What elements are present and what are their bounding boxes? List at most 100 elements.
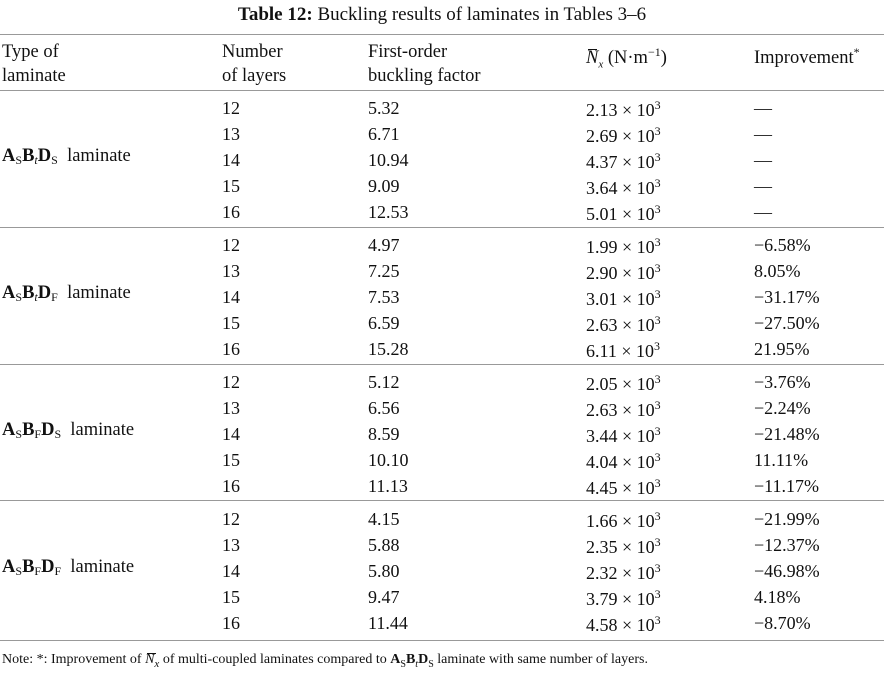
label-letter: D: [41, 557, 55, 577]
factor-cell: 4.97: [368, 235, 400, 255]
nx-cell: 3.64 × 103: [586, 176, 661, 198]
improvement-cell: −21.48%: [754, 424, 820, 444]
layers-cell: 12: [222, 372, 240, 392]
nx-cell: 3.44 × 103: [586, 424, 661, 446]
label-letter: D: [41, 420, 55, 440]
improvement-text: Improvement: [754, 48, 854, 68]
layers-cell: 15: [222, 176, 240, 196]
nx-cell: 2.13 × 103: [586, 98, 661, 120]
factor-cell: 4.15: [368, 509, 400, 529]
factor-cell: 5.32: [368, 98, 400, 118]
laminate-group: ASBFDF laminate 12 4.15 1.66 × 103 −21.9…: [0, 503, 884, 640]
laminate-type-label: ASBFDS laminate: [2, 420, 134, 442]
layers-cell: 15: [222, 313, 240, 333]
table-row: 16 11.44 4.58 × 103 −8.70%: [0, 613, 884, 639]
table-row: 16 15.28 6.11 × 103 21.95%: [0, 339, 884, 365]
table-row: 13 6.56 2.63 × 103 −2.24%: [0, 398, 884, 424]
table-row: 15 10.10 4.04 × 103 11.11%: [0, 450, 884, 476]
factor-cell: 7.25: [368, 261, 400, 281]
nx-cell: 2.05 × 103: [586, 372, 661, 394]
table-row: 14 8.59 3.44 × 103 −21.48%: [0, 424, 884, 450]
table-row: 15 9.47 3.79 × 103 4.18%: [0, 587, 884, 613]
nx-cell: 2.35 × 103: [586, 535, 661, 557]
improvement-cell: —: [754, 176, 772, 196]
header-factor-line2: buckling factor: [368, 66, 481, 86]
caption-label: Table 12:: [237, 4, 313, 25]
improvement-cell: —: [754, 98, 772, 118]
nx-cell: 2.63 × 103: [586, 398, 661, 420]
nx-unit-exp: −1: [647, 45, 661, 59]
layers-cell: 16: [222, 476, 240, 496]
header-layers-line1: Number: [222, 42, 283, 62]
factor-cell: 6.56: [368, 398, 400, 418]
label-letter: A: [2, 146, 16, 166]
laminate-group: ASBtDS laminate 12 5.32 2.13 × 103 — 13 …: [0, 92, 884, 229]
laminate-type-label: ASBFDF laminate: [2, 557, 134, 579]
header-factor: First-order buckling factor: [368, 40, 481, 88]
factor-cell: 7.53: [368, 287, 400, 307]
nx-symbol: Nx: [586, 48, 604, 71]
group-rule: [0, 640, 884, 641]
label-letter: D: [37, 146, 52, 166]
layers-cell: 16: [222, 613, 240, 633]
layers-cell: 15: [222, 450, 240, 470]
nx-cell: 2.90 × 103: [586, 261, 661, 283]
nx-cell: 1.99 × 103: [586, 235, 661, 257]
label-subscript: F: [34, 564, 42, 578]
table-row: 14 5.80 2.32 × 103 −46.98%: [0, 561, 884, 587]
header-type-line2: laminate: [2, 66, 66, 86]
improvement-cell: −46.98%: [754, 561, 820, 581]
label-letter: B: [22, 146, 35, 166]
table-row: 13 5.88 2.35 × 103 −12.37%: [0, 535, 884, 561]
label-subscript: S: [15, 564, 23, 578]
header-layers-line2: of layers: [222, 66, 287, 86]
table-row: 12 5.32 2.13 × 103 —: [0, 98, 884, 124]
layers-cell: 15: [222, 587, 240, 607]
header-factor-line1: First-order: [368, 42, 448, 62]
table-row: 14 7.53 3.01 × 103 −31.17%: [0, 287, 884, 313]
group-rule: [0, 500, 884, 501]
factor-cell: 8.59: [368, 424, 400, 444]
header-layers: Number of layers: [222, 40, 286, 88]
table-row: 16 12.53 5.01 × 103 —: [0, 202, 884, 228]
label-subscript: F: [34, 427, 42, 441]
improvement-cell: −12.37%: [754, 535, 820, 555]
improvement-cell: 4.18%: [754, 587, 801, 607]
label-subscript: S: [15, 290, 23, 304]
improvement-cell: −31.17%: [754, 287, 820, 307]
layers-cell: 13: [222, 398, 240, 418]
layers-cell: 13: [222, 261, 240, 281]
improvement-cell: −2.24%: [754, 398, 811, 418]
improvement-cell: 21.95%: [754, 339, 810, 359]
laminate-group: ASBFDS laminate 12 5.12 2.05 × 103 −3.76…: [0, 366, 884, 503]
nx-cell: 6.11 × 103: [586, 339, 660, 361]
improvement-cell: —: [754, 124, 772, 144]
factor-cell: 12.53: [368, 202, 409, 222]
header-type-line1: Type of: [2, 42, 59, 62]
factor-cell: 10.94: [368, 150, 409, 170]
caption-text: Buckling results of laminates in Tables …: [317, 4, 647, 25]
nx-cell: 5.01 × 103: [586, 202, 661, 224]
note-prefix: Note: *: Improvement of: [2, 652, 142, 667]
note-middle: of multi-coupled laminates compared to: [162, 652, 387, 667]
label-suffix: laminate: [70, 420, 135, 440]
layers-cell: 13: [222, 124, 240, 144]
nx-unit: (N·m: [607, 48, 648, 68]
nx-cell: 4.04 × 103: [586, 450, 661, 472]
table-row: 15 6.59 2.63 × 103 −27.50%: [0, 313, 884, 339]
label-suffix: laminate: [67, 283, 131, 303]
group-rule: [0, 227, 884, 228]
improvement-cell: −11.17%: [754, 476, 819, 496]
nx-cell: 2.32 × 103: [586, 561, 661, 583]
improvement-mark: *: [853, 45, 860, 59]
layers-cell: 12: [222, 509, 240, 529]
header-rule: [0, 90, 884, 91]
label-suffix: laminate: [70, 557, 135, 577]
label-letter: B: [22, 420, 35, 440]
table-note: Note: *: Improvement of Nx of multi-coup…: [2, 652, 648, 670]
nx-cell: 4.45 × 103: [586, 476, 661, 498]
header-type: Type of laminate: [2, 40, 66, 88]
layers-cell: 14: [222, 561, 240, 581]
factor-cell: 10.10: [368, 450, 409, 470]
layers-cell: 16: [222, 202, 240, 222]
